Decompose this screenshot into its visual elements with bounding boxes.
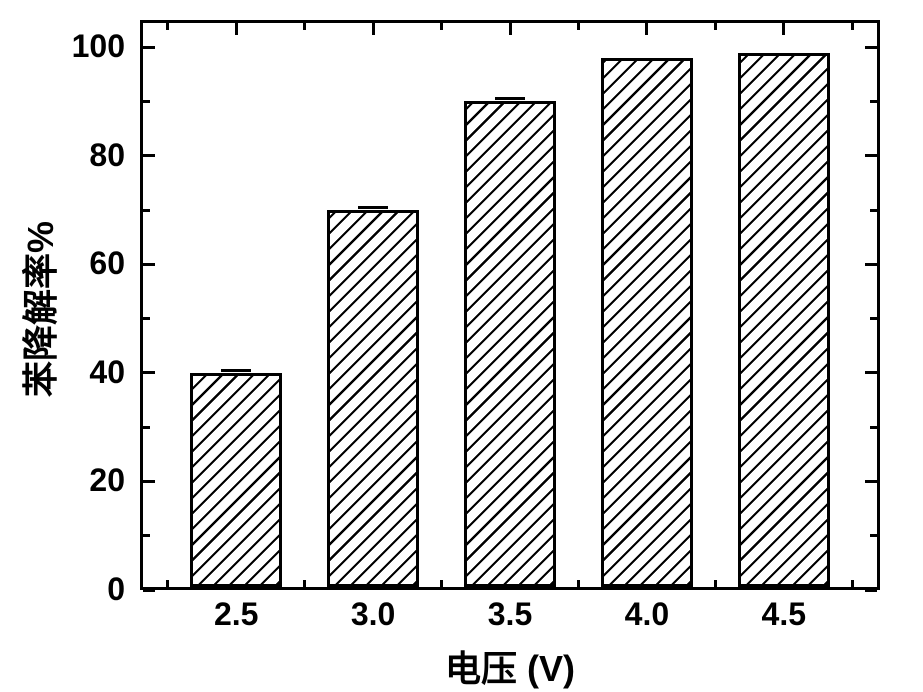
y-tick-minor bbox=[870, 534, 877, 537]
y-tick-major bbox=[865, 589, 877, 592]
y-axis-line-right bbox=[877, 20, 880, 590]
y-tick-minor bbox=[870, 426, 877, 429]
y-axis-line-left bbox=[140, 20, 143, 590]
x-tick-minor bbox=[166, 23, 169, 30]
x-axis-line-bottom bbox=[140, 587, 880, 590]
y-tick-minor bbox=[870, 317, 877, 320]
x-axis-title: 电压 (V) bbox=[360, 640, 660, 692]
x-tick-minor bbox=[851, 580, 854, 587]
x-tick-label: 4.5 bbox=[734, 596, 834, 633]
x-tick-minor bbox=[440, 23, 443, 30]
y-tick-label: 0 bbox=[50, 571, 125, 608]
x-tick-major bbox=[509, 23, 512, 35]
x-tick-minor bbox=[714, 580, 717, 587]
y-tick-minor bbox=[870, 209, 877, 212]
x-tick-minor bbox=[851, 23, 854, 30]
y-tick-major bbox=[865, 154, 877, 157]
y-tick-major bbox=[865, 371, 877, 374]
x-tick-major bbox=[645, 23, 648, 35]
x-tick-minor bbox=[714, 23, 717, 30]
y-tick-label: 60 bbox=[50, 245, 125, 282]
y-tick-label: 80 bbox=[50, 137, 125, 174]
error-cap bbox=[358, 206, 388, 209]
x-tick-minor bbox=[166, 580, 169, 587]
x-tick-minor bbox=[577, 23, 580, 30]
y-tick-major bbox=[143, 46, 155, 49]
y-tick-minor bbox=[143, 426, 150, 429]
y-tick-minor bbox=[143, 534, 150, 537]
y-tick-major bbox=[143, 263, 155, 266]
x-tick-label: 3.5 bbox=[460, 596, 560, 633]
x-tick-minor bbox=[440, 580, 443, 587]
bar bbox=[601, 58, 694, 587]
x-tick-major bbox=[235, 23, 238, 35]
x-tick-label: 3.0 bbox=[323, 596, 423, 633]
y-tick-label: 20 bbox=[50, 462, 125, 499]
error-cap bbox=[221, 369, 251, 372]
bar bbox=[327, 210, 420, 587]
y-tick-major bbox=[143, 154, 155, 157]
bar bbox=[464, 101, 557, 587]
y-tick-major bbox=[865, 263, 877, 266]
x-tick-major bbox=[372, 23, 375, 35]
bar bbox=[190, 373, 283, 587]
chart-container: 苯降解率% 电压 (V) 0204060801002.53.03.54.04.5 bbox=[0, 0, 923, 689]
y-tick-label: 40 bbox=[50, 354, 125, 391]
y-tick-minor bbox=[143, 317, 150, 320]
y-tick-label: 100 bbox=[50, 28, 125, 65]
y-tick-major bbox=[865, 480, 877, 483]
x-tick-minor bbox=[577, 580, 580, 587]
y-tick-major bbox=[143, 371, 155, 374]
bar bbox=[738, 53, 831, 587]
x-tick-label: 4.0 bbox=[597, 596, 697, 633]
error-cap bbox=[495, 97, 525, 100]
y-tick-major bbox=[143, 480, 155, 483]
x-tick-minor bbox=[303, 580, 306, 587]
x-tick-label: 2.5 bbox=[186, 596, 286, 633]
y-tick-minor bbox=[870, 100, 877, 103]
x-tick-minor bbox=[303, 23, 306, 30]
y-tick-minor bbox=[143, 209, 150, 212]
y-tick-major bbox=[865, 46, 877, 49]
y-tick-minor bbox=[143, 100, 150, 103]
y-tick-major bbox=[143, 589, 155, 592]
x-tick-major bbox=[782, 23, 785, 35]
